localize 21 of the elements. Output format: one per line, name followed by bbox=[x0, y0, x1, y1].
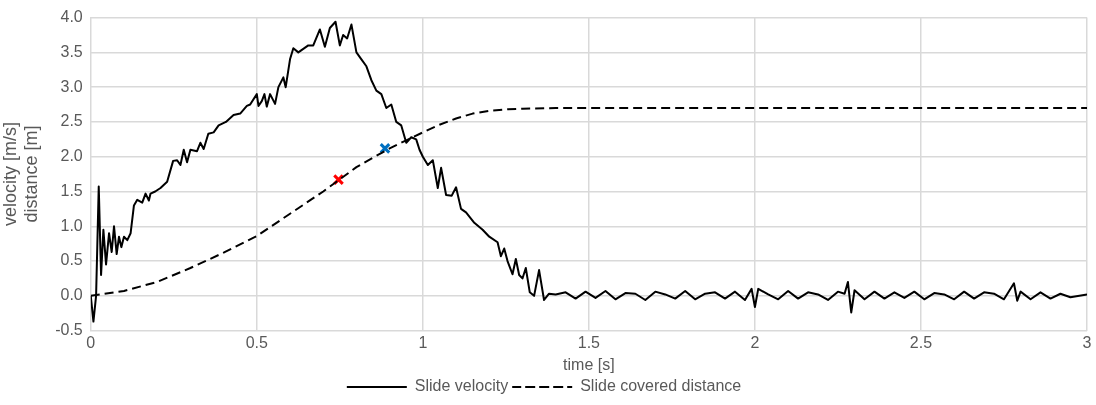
y-tick-label: 0.5 bbox=[60, 251, 83, 269]
y-tick-label: 3.5 bbox=[60, 42, 83, 60]
x-tick-label: 0 bbox=[86, 333, 96, 351]
x-tick-label: 1 bbox=[418, 333, 428, 351]
y-tick-label: 3.0 bbox=[60, 77, 83, 95]
y-axis-title: velocity [m/s] distance [m] bbox=[0, 122, 42, 227]
x-axis-title: time [s] bbox=[563, 355, 615, 373]
y-tick-label: 1.0 bbox=[60, 216, 83, 234]
x-tick-label: 2 bbox=[750, 333, 760, 351]
x-tick-label: 1.5 bbox=[577, 333, 601, 351]
y-tick-label: -0.5 bbox=[55, 321, 83, 339]
legend-label: Slide covered distance bbox=[580, 377, 742, 395]
y-tick-label: 2.0 bbox=[60, 147, 83, 165]
x-tick-label: 2.5 bbox=[909, 333, 933, 351]
y-tick-label: 1.5 bbox=[60, 181, 83, 199]
y-tick-label: 4.0 bbox=[60, 8, 83, 26]
y-tick-label: 0.0 bbox=[60, 286, 83, 304]
y-tick-label: 2.5 bbox=[60, 112, 83, 130]
x-tick-label: 0.5 bbox=[245, 333, 269, 351]
x-tick-label: 3 bbox=[1082, 333, 1092, 351]
legend-label: Slide velocity bbox=[414, 377, 509, 395]
